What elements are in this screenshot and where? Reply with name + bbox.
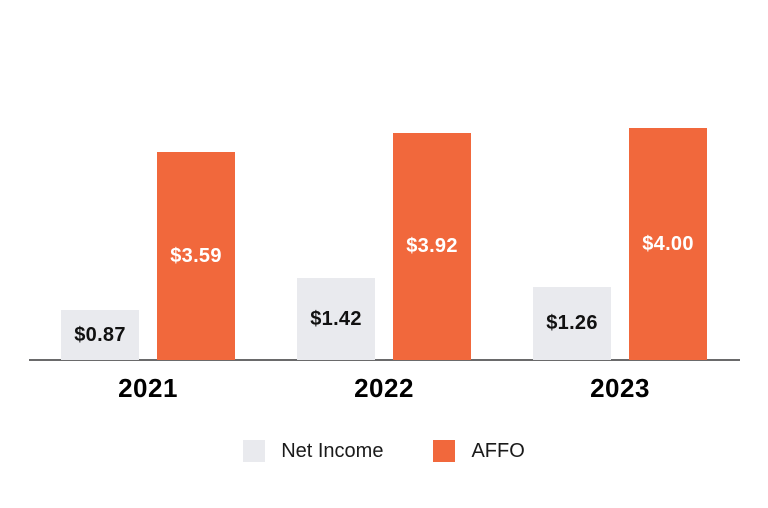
legend-label: Net Income — [281, 440, 384, 462]
legend: Net Income AFFO — [0, 439, 768, 463]
x-tick-label-2021: 2021 — [118, 373, 178, 403]
bar-value-label: $0.87 — [74, 323, 126, 346]
bar-net-income-2021: $0.87 — [61, 310, 139, 360]
legend-label: AFFO — [471, 440, 525, 462]
bar-net-income-2023: $1.26 — [533, 287, 611, 360]
legend-entry-net-income: Net Income — [243, 439, 383, 463]
legend-swatch-icon — [243, 440, 266, 462]
bar-value-label: $3.59 — [170, 244, 222, 267]
bar-net-income-2022: $1.42 — [297, 278, 375, 360]
bar-value-label: $3.92 — [406, 235, 458, 257]
bar-value-label: $1.26 — [546, 312, 598, 334]
bar-affo-2022: $3.92 — [393, 133, 471, 360]
bar-value-label: $4.00 — [642, 232, 694, 255]
bar-affo-2023: $4.00 — [629, 128, 707, 360]
bar-affo-2021: $3.59 — [157, 152, 235, 360]
bar-value-label: $1.42 — [310, 307, 362, 330]
x-axis-line — [29, 359, 740, 361]
legend-swatch-icon — [433, 440, 456, 462]
legend-entry-affo: AFFO — [433, 439, 525, 463]
x-tick-label-2022: 2022 — [354, 373, 414, 403]
x-tick-label-2023: 2023 — [590, 373, 650, 403]
